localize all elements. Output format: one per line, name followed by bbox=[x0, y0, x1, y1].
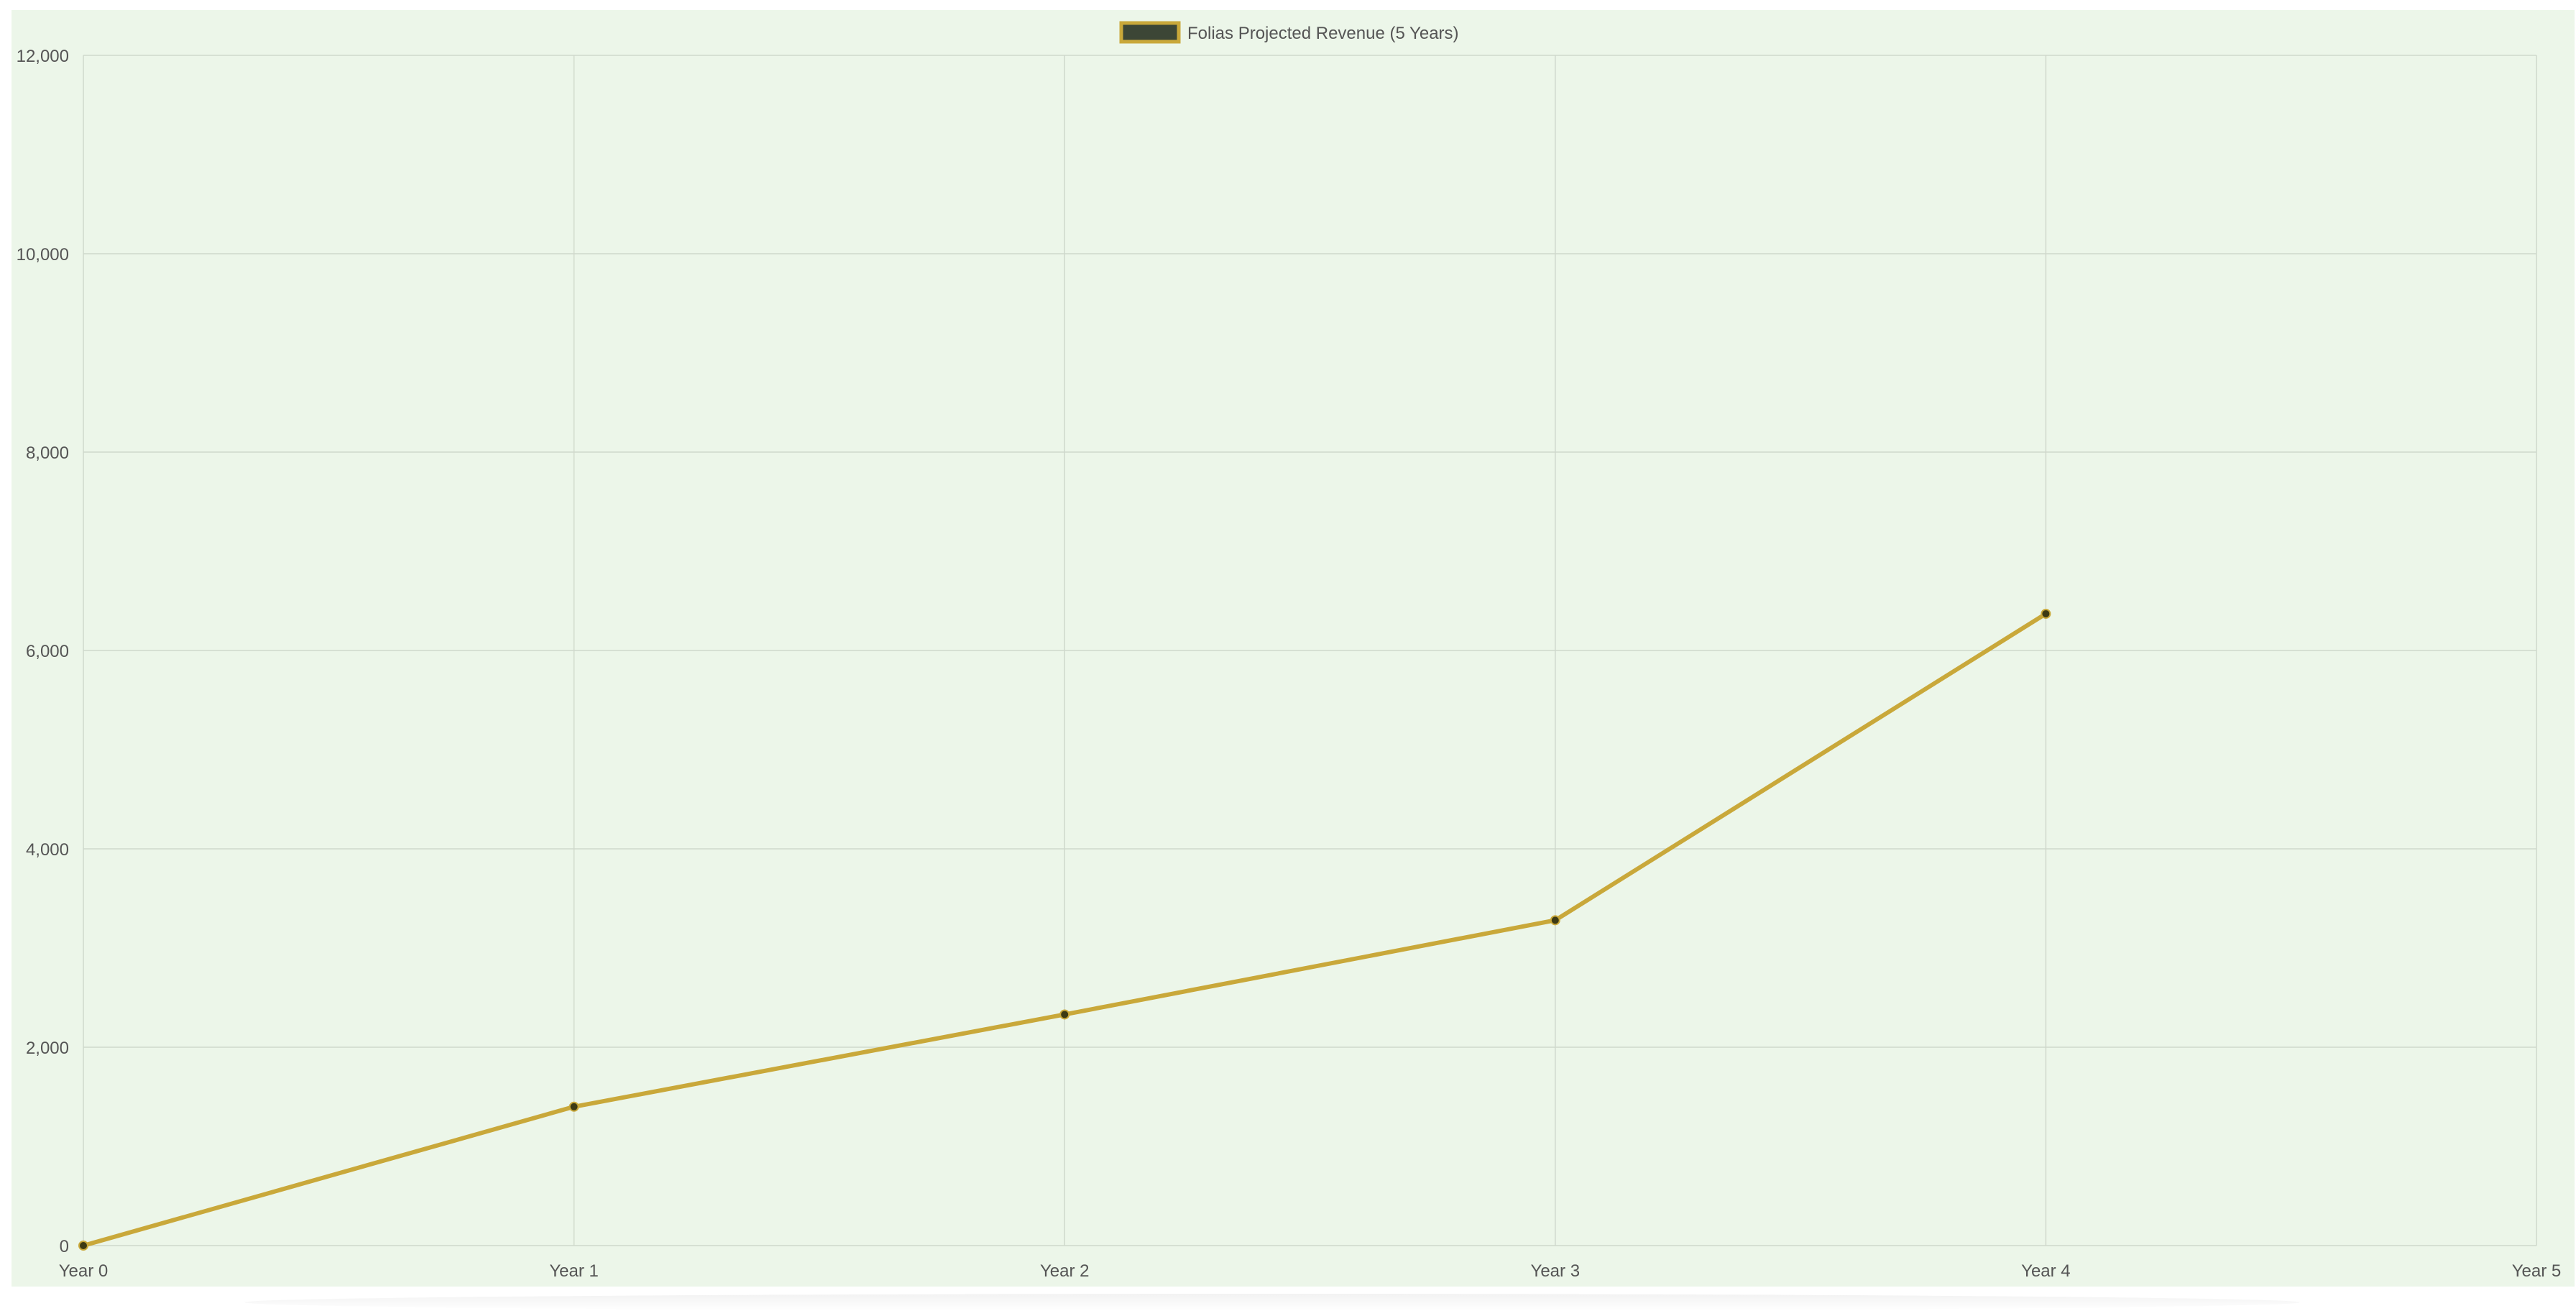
y-tick-label: 12,000 bbox=[17, 47, 69, 66]
data-point[interactable] bbox=[569, 1101, 579, 1112]
line-chart: 0 2,000 4,000 6,000 8,000 10,000 12,000 Year 0… bbox=[17, 21, 2562, 1281]
legend-label[interactable]: Folias Projected Revenue (5 Years) bbox=[1187, 24, 1459, 43]
y-tick-label: 8,000 bbox=[26, 443, 69, 463]
chart-panel: 0 2,000 4,000 6,000 8,000 10,000 12,000 Year 0… bbox=[12, 10, 2575, 1287]
x-tick-label: Year 4 bbox=[2021, 1261, 2071, 1281]
data-point[interactable] bbox=[1550, 915, 1560, 926]
series-revenue bbox=[78, 608, 2051, 1251]
y-tick-label: 6,000 bbox=[26, 642, 69, 661]
panel-shadow bbox=[244, 1294, 2300, 1311]
data-point[interactable] bbox=[2041, 608, 2051, 619]
y-tick-label: 2,000 bbox=[26, 1039, 69, 1058]
x-axis-ticks: Year 0 Year 1 Year 2 Year 3 Year 4 Year 5 bbox=[59, 1261, 2562, 1281]
legend[interactable]: Folias Projected Revenue (5 Years) bbox=[1119, 21, 1459, 44]
y-tick-label: 10,000 bbox=[17, 245, 69, 264]
x-tick-label: Year 2 bbox=[1040, 1261, 1090, 1281]
x-tick-label: Year 1 bbox=[549, 1261, 599, 1281]
grid-lines bbox=[83, 55, 2537, 1246]
data-point[interactable] bbox=[78, 1241, 88, 1251]
y-tick-label: 0 bbox=[60, 1237, 69, 1256]
y-axis-ticks: 0 2,000 4,000 6,000 8,000 10,000 12,000 bbox=[17, 47, 69, 1256]
legend-swatch[interactable] bbox=[1119, 21, 1181, 44]
y-tick-label: 4,000 bbox=[26, 840, 69, 860]
x-tick-label: Year 5 bbox=[2512, 1261, 2562, 1281]
data-point[interactable] bbox=[1059, 1009, 1070, 1020]
x-tick-label: Year 3 bbox=[1531, 1261, 1581, 1281]
x-tick-label: Year 0 bbox=[59, 1261, 109, 1281]
